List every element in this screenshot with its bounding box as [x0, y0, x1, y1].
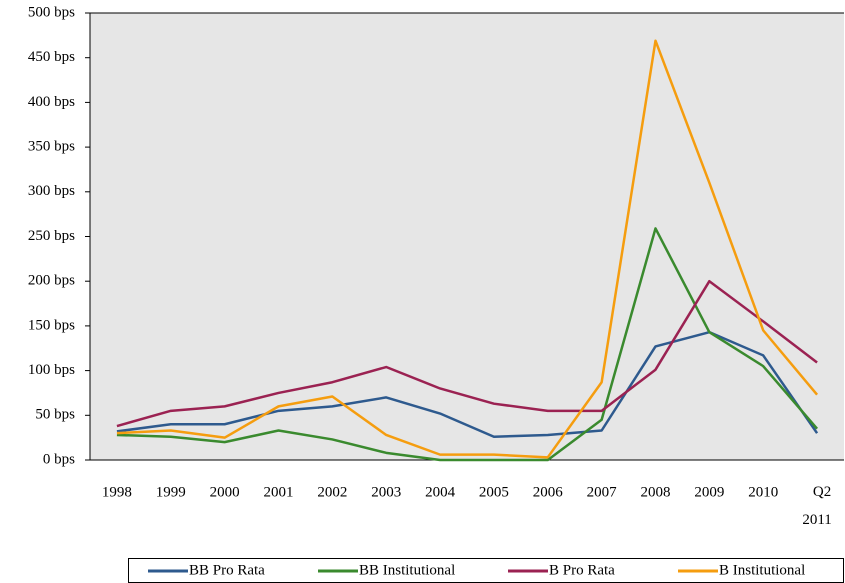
y-tick-label: 150 bps	[28, 317, 75, 333]
series-line	[116, 279, 818, 428]
x-tick-label: 1999	[156, 484, 186, 500]
y-tick-label: 250 bps	[28, 228, 75, 244]
legend-label: BB Institutional	[359, 562, 455, 578]
y-tick-label: 450 bps	[28, 49, 75, 65]
series-line	[116, 330, 819, 439]
y-tick-label: 500 bps	[28, 4, 75, 20]
series-line	[116, 227, 819, 462]
x-tick-label: 2006	[533, 484, 564, 500]
y-tick-label: 400 bps	[28, 94, 75, 110]
x-tick-label: 2001	[264, 484, 294, 500]
x-tick-label: 1998	[102, 484, 132, 500]
x-tick-label: 2004	[425, 484, 456, 500]
x-tick-label: 2000	[210, 484, 240, 500]
x-tick-label: Q2 2011	[802, 484, 831, 528]
y-tick-label: 100 bps	[28, 362, 75, 378]
y-tick-label: 50 bps	[35, 407, 75, 423]
x-tick-label: 2007	[587, 484, 618, 500]
y-tick-label: 200 bps	[28, 273, 75, 289]
x-tick-label: 2002	[317, 484, 347, 500]
x-tick-label: 2005	[479, 484, 509, 500]
y-tick-label: 0 bps	[43, 451, 75, 467]
x-tick-label: 2010	[748, 484, 778, 500]
x-tick-label: 2009	[694, 484, 724, 500]
legend-label: B Institutional	[719, 562, 805, 578]
legend-label: BB Pro Rata	[189, 562, 265, 578]
y-tick-label: 300 bps	[28, 183, 75, 199]
plot-area	[90, 13, 844, 460]
x-tick-label: 2008	[641, 484, 671, 500]
y-tick-label: 350 bps	[28, 139, 75, 155]
legend-label: B Pro Rata	[549, 562, 615, 578]
x-tick-label: 2003	[371, 484, 401, 500]
series-line	[116, 39, 819, 459]
